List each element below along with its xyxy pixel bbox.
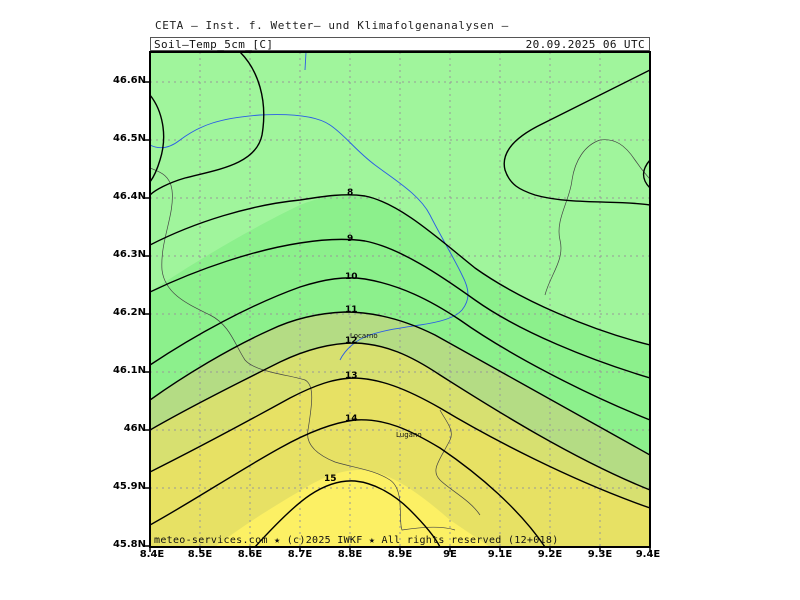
lat-label: 46.1N bbox=[112, 365, 146, 376]
contour-label-14: 14 bbox=[345, 414, 358, 424]
field-name: Soil—Temp_5cm_[C] bbox=[154, 38, 274, 51]
contour-label-12: 12 bbox=[345, 336, 358, 346]
city-lugano: Lugano bbox=[396, 431, 422, 439]
copyright-footer: meteo-services.com ★ (c)2025 IWKF ★ All … bbox=[154, 535, 559, 546]
lat-label: 45.9N bbox=[112, 481, 146, 492]
valid-time: 20.09.2025 06 UTC bbox=[525, 38, 645, 51]
lat-label: 46.2N bbox=[112, 307, 146, 318]
grid bbox=[150, 52, 650, 547]
lon-label: 8.8E bbox=[337, 549, 363, 560]
lon-label: 9.2E bbox=[537, 549, 563, 560]
contour-label-11: 11 bbox=[345, 305, 358, 315]
lat-label: 46.4N bbox=[112, 191, 146, 202]
lat-label: 46.5N bbox=[112, 133, 146, 144]
info-bar: Soil—Temp_5cm_[C] 20.09.2025 06 UTC bbox=[150, 37, 650, 51]
map-title: CETA — Inst. f. Wetter— und Klimafolgena… bbox=[155, 19, 509, 32]
lon-label: 9E bbox=[443, 549, 457, 560]
tick-marks bbox=[145, 81, 651, 552]
lon-label: 9.4E bbox=[635, 549, 661, 560]
lon-label: 9.3E bbox=[587, 549, 613, 560]
lon-label: 8.6E bbox=[237, 549, 263, 560]
lon-label: 8.4E bbox=[139, 549, 165, 560]
lat-label: 46.3N bbox=[112, 249, 146, 260]
contour-lines bbox=[150, 52, 650, 547]
contour-label-8: 8 bbox=[347, 188, 354, 198]
contour-label-13: 13 bbox=[345, 371, 358, 381]
lat-label: 46N bbox=[123, 423, 146, 434]
contour-label-9: 9 bbox=[347, 234, 354, 244]
lat-label: 45.8N bbox=[112, 539, 146, 550]
contour-label-10: 10 bbox=[345, 272, 358, 282]
city-locarno: Locarno bbox=[350, 332, 378, 340]
lon-label: 8.7E bbox=[287, 549, 313, 560]
contour-label-15: 15 bbox=[324, 474, 337, 484]
borders bbox=[150, 139, 650, 531]
lon-label: 9.1E bbox=[487, 549, 513, 560]
lon-label: 8.9E bbox=[387, 549, 413, 560]
band-13-14 bbox=[150, 378, 650, 547]
lat-label: 46.6N bbox=[112, 75, 146, 86]
rivers bbox=[150, 52, 469, 361]
lon-label: 8.5E bbox=[187, 549, 213, 560]
